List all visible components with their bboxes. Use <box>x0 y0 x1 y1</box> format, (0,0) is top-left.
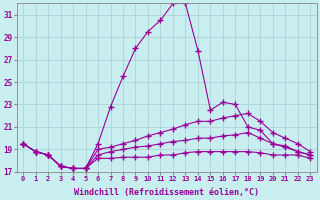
X-axis label: Windchill (Refroidissement éolien,°C): Windchill (Refroidissement éolien,°C) <box>74 188 259 197</box>
